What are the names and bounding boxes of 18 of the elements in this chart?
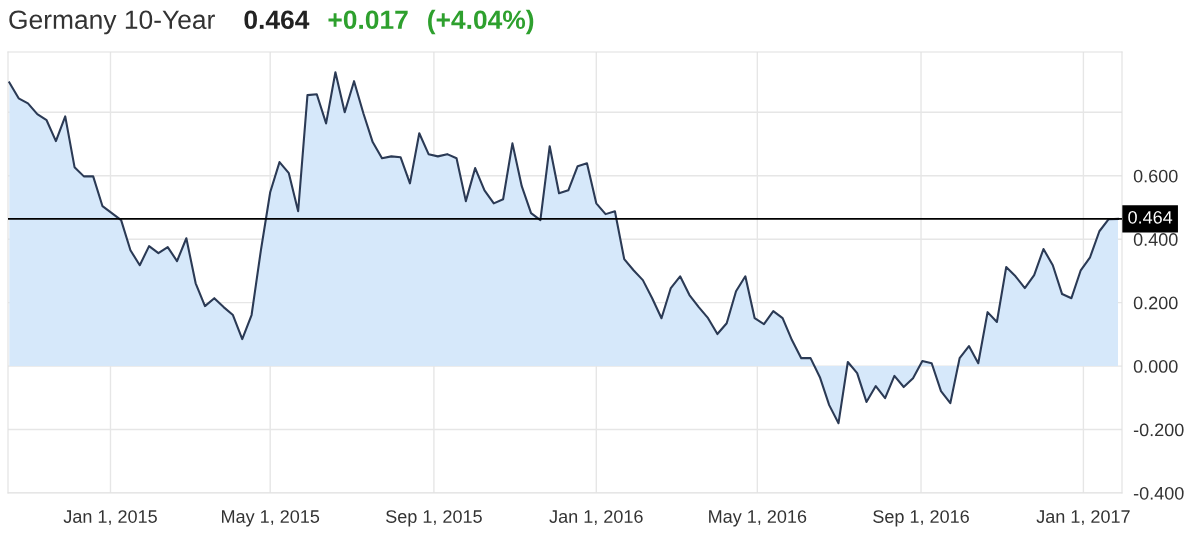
y-tick-label: 0.000 bbox=[1133, 360, 1178, 373]
x-tick-label: May 1, 2016 bbox=[709, 510, 807, 527]
y-tick-label: -0.200 bbox=[1133, 423, 1184, 437]
chart-title: Germany 10-Year bbox=[9, 10, 215, 35]
y-tick-label: -0.400 bbox=[1133, 486, 1184, 500]
text: (+4.04%) bbox=[428, 9, 534, 35]
x-tick-label: May 1, 2015 bbox=[222, 510, 320, 527]
x-tick-label: Sep 1, 2016 bbox=[873, 510, 969, 527]
x-tick-label: Sep 1, 2015 bbox=[386, 510, 482, 527]
ref-line-label: 0.464 bbox=[1128, 210, 1173, 224]
x-tick-label: Jan 1, 2017 bbox=[1036, 510, 1130, 526]
text: +0.017 bbox=[328, 10, 408, 30]
y-tick-label: 0.400 bbox=[1133, 233, 1178, 246]
text: 0.464 bbox=[244, 10, 310, 30]
y-tick-label: 0.600 bbox=[1133, 169, 1178, 183]
y-tick-label: 0.200 bbox=[1133, 296, 1178, 310]
x-tick-label: Jan 1, 2015 bbox=[63, 510, 157, 526]
x-tick-label: Jan 1, 2016 bbox=[549, 510, 643, 526]
